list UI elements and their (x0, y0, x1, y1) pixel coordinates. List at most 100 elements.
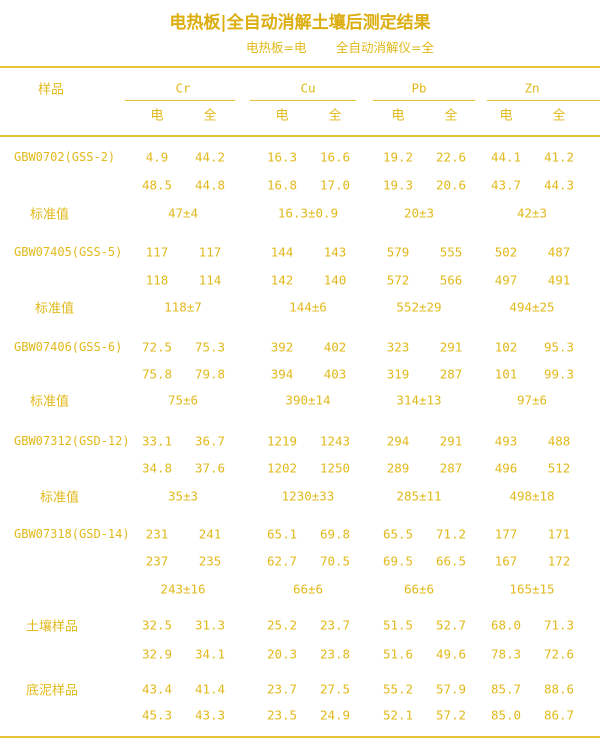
value-cell: 572 (386, 272, 410, 288)
value-cell: 235 (198, 553, 222, 569)
value-cell: 75.8 (141, 366, 173, 382)
standard-value: 243±16 (160, 581, 206, 597)
value-cell: 114 (198, 272, 222, 288)
value-cell: 66.5 (435, 553, 467, 569)
value-cell: 57.9 (435, 681, 467, 697)
legend-auto: 全自动消解仪=全 (336, 40, 434, 55)
value-cell: 32.9 (141, 646, 173, 662)
value-cell: 16.3 (266, 149, 298, 165)
sample-name: 底泥样品 (26, 683, 79, 699)
standard-value: 16.3±0.9 (277, 205, 339, 221)
value-cell: 394 (270, 366, 294, 382)
value-cell: 19.3 (382, 177, 414, 193)
value-cell: 44.2 (194, 149, 226, 165)
value-cell: 85.7 (490, 681, 522, 697)
value-cell: 491 (547, 272, 571, 288)
value-cell: 22.6 (435, 149, 467, 165)
method-header-auto: 全 (203, 108, 217, 124)
standard-value-label: 标准值 (35, 301, 75, 317)
value-cell: 1219 (266, 433, 298, 449)
element-underline (373, 100, 475, 101)
value-cell: 287 (439, 460, 463, 476)
value-cell: 44.8 (194, 177, 226, 193)
standard-value-label: 标准值 (30, 207, 70, 223)
value-cell: 52.7 (435, 617, 467, 633)
method-header-electric: 电 (499, 108, 513, 124)
value-cell: 1202 (266, 460, 298, 476)
standard-value: 498±18 (509, 488, 555, 504)
value-cell: 20.6 (435, 177, 467, 193)
value-cell: 51.6 (382, 646, 414, 662)
sample-name: GBW07312(GSD-12) (14, 434, 130, 448)
value-cell: 493 (494, 433, 518, 449)
value-cell: 72.5 (141, 339, 173, 355)
value-cell: 52.1 (382, 707, 414, 723)
value-cell: 172 (547, 553, 571, 569)
sample-name: GBW07318(GSD-14) (14, 527, 130, 541)
bottom-rule (0, 736, 600, 738)
value-cell: 488 (547, 433, 571, 449)
value-cell: 71.2 (435, 526, 467, 542)
value-cell: 32.5 (141, 617, 173, 633)
value-cell: 241 (198, 526, 222, 542)
value-cell: 79.8 (194, 366, 226, 382)
standard-value: 165±15 (509, 581, 555, 597)
value-cell: 171 (547, 526, 571, 542)
value-cell: 102 (494, 339, 518, 355)
sample-header: 样品 (38, 82, 65, 98)
value-cell: 496 (494, 460, 518, 476)
value-cell: 71.3 (543, 617, 575, 633)
value-cell: 23.7 (266, 681, 298, 697)
value-cell: 17.0 (319, 177, 351, 193)
value-cell: 69.5 (382, 553, 414, 569)
value-cell: 37.6 (194, 460, 226, 476)
value-cell: 72.6 (543, 646, 575, 662)
value-cell: 289 (386, 460, 410, 476)
standard-value: 390±14 (285, 392, 331, 408)
value-cell: 23.7 (319, 617, 351, 633)
method-header-electric: 电 (391, 108, 405, 124)
value-cell: 86.7 (543, 707, 575, 723)
value-cell: 62.7 (266, 553, 298, 569)
value-cell: 291 (439, 433, 463, 449)
value-cell: 27.5 (319, 681, 351, 697)
value-cell: 75.3 (194, 339, 226, 355)
standard-value: 35±3 (167, 488, 199, 504)
value-cell: 57.2 (435, 707, 467, 723)
value-cell: 117 (198, 244, 222, 260)
element-header-cu: Cu (300, 80, 316, 96)
method-header-auto: 全 (444, 108, 458, 124)
standard-value: 97±6 (516, 392, 548, 408)
sample-name: GBW07405(GSS-5) (14, 245, 123, 259)
standard-value: 314±13 (396, 392, 442, 408)
value-cell: 85.0 (490, 707, 522, 723)
value-cell: 51.5 (382, 617, 414, 633)
value-cell: 36.7 (194, 433, 226, 449)
value-cell: 287 (439, 366, 463, 382)
standard-value: 144±6 (289, 299, 327, 315)
standard-value: 1230±33 (281, 488, 335, 504)
value-cell: 99.3 (543, 366, 575, 382)
value-cell: 44.3 (543, 177, 575, 193)
value-cell: 43.7 (490, 177, 522, 193)
standard-value-label: 标准值 (30, 394, 70, 410)
value-cell: 392 (270, 339, 294, 355)
value-cell: 16.8 (266, 177, 298, 193)
value-cell: 70.5 (319, 553, 351, 569)
value-cell: 143 (323, 244, 347, 260)
value-cell: 1250 (319, 460, 351, 476)
value-cell: 23.8 (319, 646, 351, 662)
standard-value: 494±25 (509, 299, 555, 315)
value-cell: 43.3 (194, 707, 226, 723)
standard-value: 75±6 (167, 392, 199, 408)
value-cell: 43.4 (141, 681, 173, 697)
value-cell: 140 (323, 272, 347, 288)
value-cell: 24.9 (319, 707, 351, 723)
value-cell: 291 (439, 339, 463, 355)
value-cell: 512 (547, 460, 571, 476)
page-title: 电热板|全自动消解土壤后测定结果 (169, 13, 431, 33)
value-cell: 49.6 (435, 646, 467, 662)
standard-value: 118±7 (164, 299, 202, 315)
element-underline (487, 100, 600, 101)
value-cell: 323 (386, 339, 410, 355)
